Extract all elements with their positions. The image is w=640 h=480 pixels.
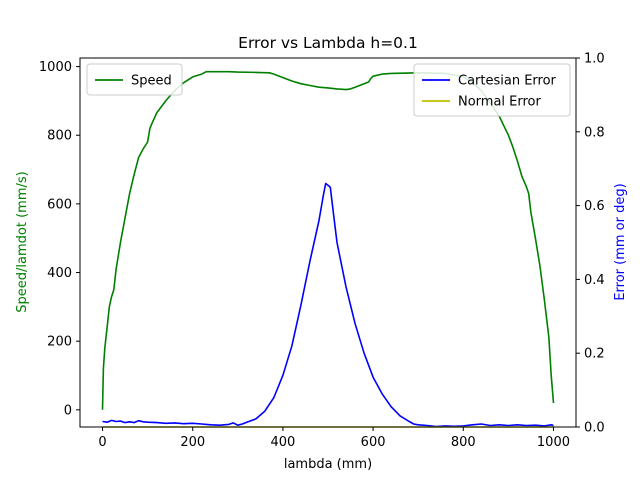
x-tick-label: 800 — [451, 435, 476, 450]
legend-label: Normal Error — [458, 95, 542, 110]
left-y-axis-label: Speed/lamdot (mm/s) — [15, 171, 30, 312]
x-tick-label: 400 — [270, 435, 295, 450]
right-y-tick-label: 0.6 — [584, 199, 605, 214]
legend-label: Cartesian Error — [458, 74, 557, 89]
x-axis-label: lambda (mm) — [284, 457, 372, 472]
legend-box — [413, 63, 571, 117]
right-y-tick-label: 0.8 — [584, 125, 605, 140]
series-line-speed — [101, 70, 555, 410]
right-y-tick-label: 0.2 — [584, 347, 605, 362]
right-y-axis-ticks: 0.0 0.2 0.4 0.6 0.8 1.0 — [576, 52, 605, 436]
right-y-axis-label: Error (mm or deg) — [613, 183, 628, 300]
right-y-tick-label: 0.0 — [584, 421, 605, 436]
legend-box — [86, 63, 183, 96]
left-y-tick-label: 1000 — [39, 60, 72, 75]
legend-left: Speed — [86, 63, 183, 96]
x-axis-ticks: 0 200 400 600 800 1000 — [98, 427, 570, 450]
legend-label: Speed — [131, 74, 172, 89]
left-y-tick-label: 0 — [64, 403, 72, 418]
right-y-tick-label: 0.4 — [584, 273, 605, 288]
plot-area — [79, 57, 577, 428]
legend-right: Cartesian Error Normal Error — [413, 63, 571, 117]
x-tick-label: 0 — [98, 435, 106, 450]
x-tick-label: 1000 — [537, 435, 570, 450]
x-tick-label: 200 — [180, 435, 205, 450]
chart-title: Error vs Lambda h=0.1 — [238, 34, 418, 52]
left-y-tick-label: 800 — [47, 129, 72, 144]
right-y-tick-label: 1.0 — [584, 52, 605, 67]
series-line-cartesian-error — [102, 182, 554, 428]
x-tick-label: 600 — [361, 435, 386, 450]
left-y-tick-label: 400 — [47, 266, 72, 281]
left-y-tick-label: 600 — [47, 197, 72, 212]
left-y-axis-ticks: 0 200 400 600 800 1000 — [39, 60, 80, 418]
plot-frame — [79, 57, 577, 428]
left-y-tick-label: 200 — [47, 335, 72, 350]
